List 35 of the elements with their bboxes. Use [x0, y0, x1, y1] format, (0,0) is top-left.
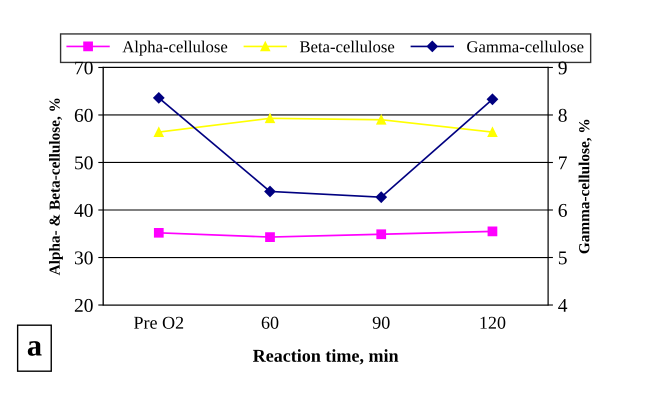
y2-axis-title: Gamma-cellulose, % [578, 120, 592, 254]
point [265, 232, 275, 242]
point [153, 92, 164, 104]
point [486, 94, 498, 105]
x-tick-label: 90 [372, 316, 390, 329]
text: a [28, 341, 42, 356]
x-tick-label: 120 [480, 316, 506, 329]
y2-tick-label: 9 [558, 61, 567, 74]
legend-label: Gamma-cellulose [467, 40, 584, 52]
y-tick-label: 40 [74, 204, 93, 217]
y2-tick-label: 4 [558, 298, 568, 312]
y-axis-title: Alpha- & Beta-cellulose, % [49, 98, 63, 276]
point [376, 229, 386, 240]
point [376, 192, 387, 203]
legend-label: Beta-cellulose [300, 40, 394, 52]
y2-tick-label: 7 [559, 156, 567, 170]
y-tick-label: 50 [75, 156, 93, 170]
point [154, 127, 164, 137]
x-tick-label: Pre O2 [134, 316, 184, 329]
point [264, 186, 276, 198]
point [488, 127, 498, 137]
point [488, 226, 498, 236]
y2-tick-label: 8 [558, 108, 567, 122]
y-tick-label: 60 [74, 108, 93, 122]
point [376, 114, 386, 125]
point [265, 113, 275, 124]
x-tick-label: 60 [262, 316, 278, 329]
y-tick-label: 20 [74, 298, 93, 312]
point [154, 228, 164, 238]
legend-label: Alpha-cellulose [122, 40, 228, 56]
x-axis-title: Reaction time, min [252, 349, 398, 364]
y-tick-label: 30 [74, 251, 93, 264]
y2-tick-label: 6 [558, 204, 567, 217]
y-tick-label: 70 [75, 61, 93, 74]
y2-tick-label: 5 [558, 252, 567, 264]
